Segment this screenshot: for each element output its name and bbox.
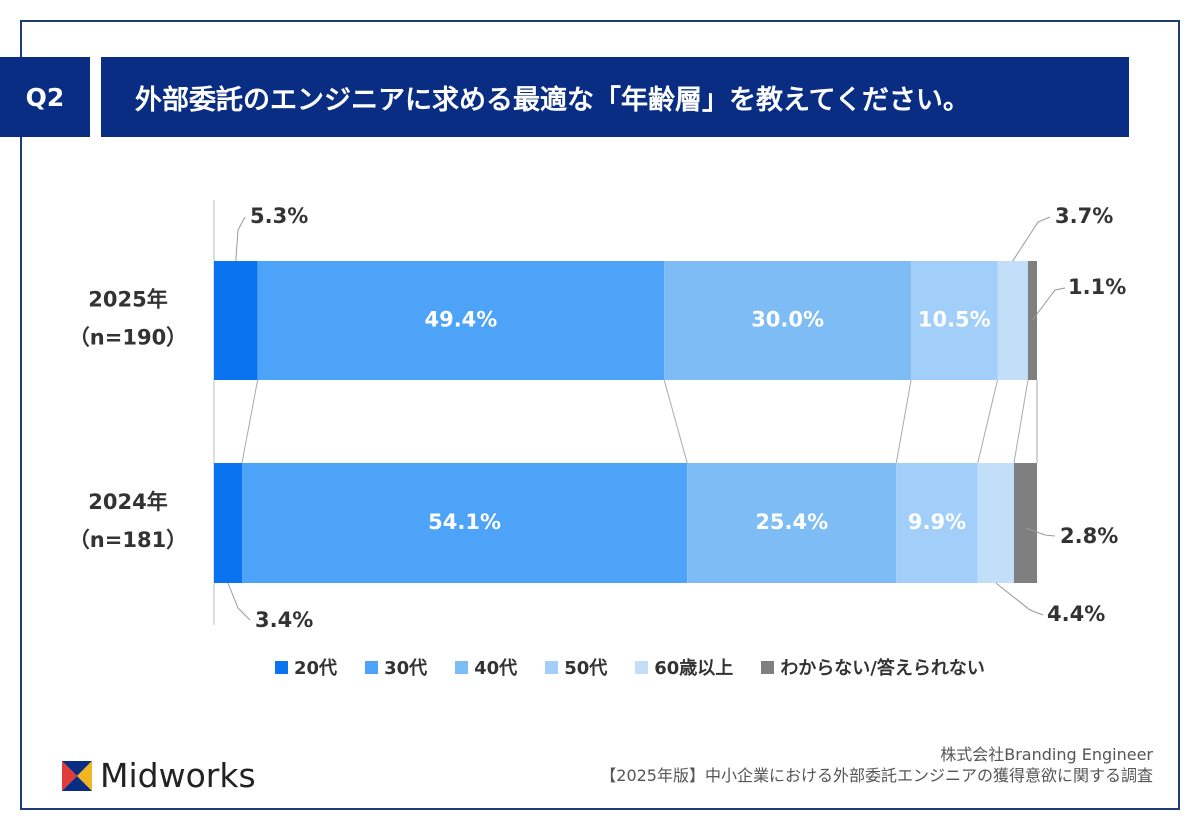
leader-line	[1025, 527, 1056, 537]
data-label: 4.4%	[1047, 602, 1105, 626]
bar-segment	[214, 463, 242, 583]
bar-segment	[257, 261, 665, 380]
chart-legend: 20代 30代 40代 50代 60歳以上 わからない/答えられない	[275, 655, 1013, 679]
legend-item: 40代	[455, 654, 517, 680]
source-note: 株式会社Branding Engineer 【2025年版】中小企業における外部…	[600, 744, 1153, 786]
data-label: 10.5%	[918, 308, 991, 332]
data-label: 2.8%	[1060, 524, 1118, 548]
legend-item: 20代	[275, 654, 337, 680]
bar-segment	[977, 463, 1014, 583]
page-frame	[20, 20, 1180, 810]
connector-line	[895, 379, 912, 464]
page-title: 外部委託のエンジニアに求める最適な「年齢層」を教えてください。	[101, 57, 1129, 137]
data-label: 3.7%	[1055, 204, 1113, 228]
leader-line	[995, 582, 1044, 616]
data-label: 5.3%	[250, 204, 308, 228]
legend-label: 40代	[474, 658, 518, 679]
data-label: 54.1%	[428, 510, 501, 534]
question-badge: Q2	[0, 57, 90, 137]
leader-line	[235, 216, 246, 262]
connector-line	[663, 379, 688, 464]
category-label: 2025年	[88, 288, 167, 312]
legend-item: 50代	[545, 654, 607, 680]
legend-swatch	[635, 660, 649, 674]
legend-swatch	[275, 660, 288, 674]
bar-segment	[997, 261, 1028, 380]
connector-line	[241, 379, 259, 464]
bar-segment	[214, 261, 258, 380]
bar-segment	[664, 261, 912, 380]
legend-swatch	[545, 660, 559, 674]
bar-segment	[911, 261, 998, 380]
legend-item: 60歳以上	[635, 654, 733, 680]
midworks-logo: Midworks	[62, 756, 256, 795]
company-name: 株式会社Branding Engineer	[940, 745, 1153, 764]
category-sublabel: （n=190）	[69, 326, 187, 350]
survey-title: 【2025年版】中小企業における外部委託エンジニアの獲得意欲に関する調査	[600, 766, 1153, 785]
legend-label: わからない/答えられない	[780, 658, 985, 679]
stacked-bar-chart: 2025年 （n=190） 49.4% 30.0% 10.5% 2024年 （n=181） 5…	[69, 200, 1126, 632]
bar-segment	[896, 463, 978, 583]
leader-line	[1032, 287, 1066, 321]
legend-item: 30代	[365, 654, 427, 680]
data-label: 3.4%	[255, 608, 313, 632]
bar-segment	[687, 463, 897, 583]
legend-label: 20代	[294, 658, 338, 679]
leader-line	[227, 582, 251, 621]
legend-item: わからない/答えられない	[761, 654, 985, 680]
data-label: 30.0%	[751, 308, 824, 332]
bar-segment	[241, 463, 688, 583]
midworks-logo-icon	[62, 760, 92, 791]
leader-line	[1012, 216, 1051, 262]
bar-segment	[1013, 463, 1037, 583]
legend-label: 50代	[564, 658, 608, 679]
legend-swatch	[455, 660, 469, 674]
connector-line	[977, 379, 998, 464]
data-label: 1.1%	[1068, 275, 1126, 299]
data-label: 9.9%	[908, 510, 966, 534]
legend-label: 30代	[384, 658, 428, 679]
legend-swatch	[761, 660, 775, 674]
logo-text: Midworks	[100, 756, 256, 795]
category-sublabel: （n=181）	[69, 528, 187, 552]
data-label: 49.4%	[424, 308, 497, 332]
bar-segment	[1027, 261, 1037, 380]
legend-swatch	[365, 660, 379, 674]
legend-label: 60歳以上	[654, 658, 734, 679]
data-label: 25.4%	[755, 510, 828, 534]
connector-line	[1013, 379, 1029, 464]
category-label: 2024年	[88, 490, 167, 514]
